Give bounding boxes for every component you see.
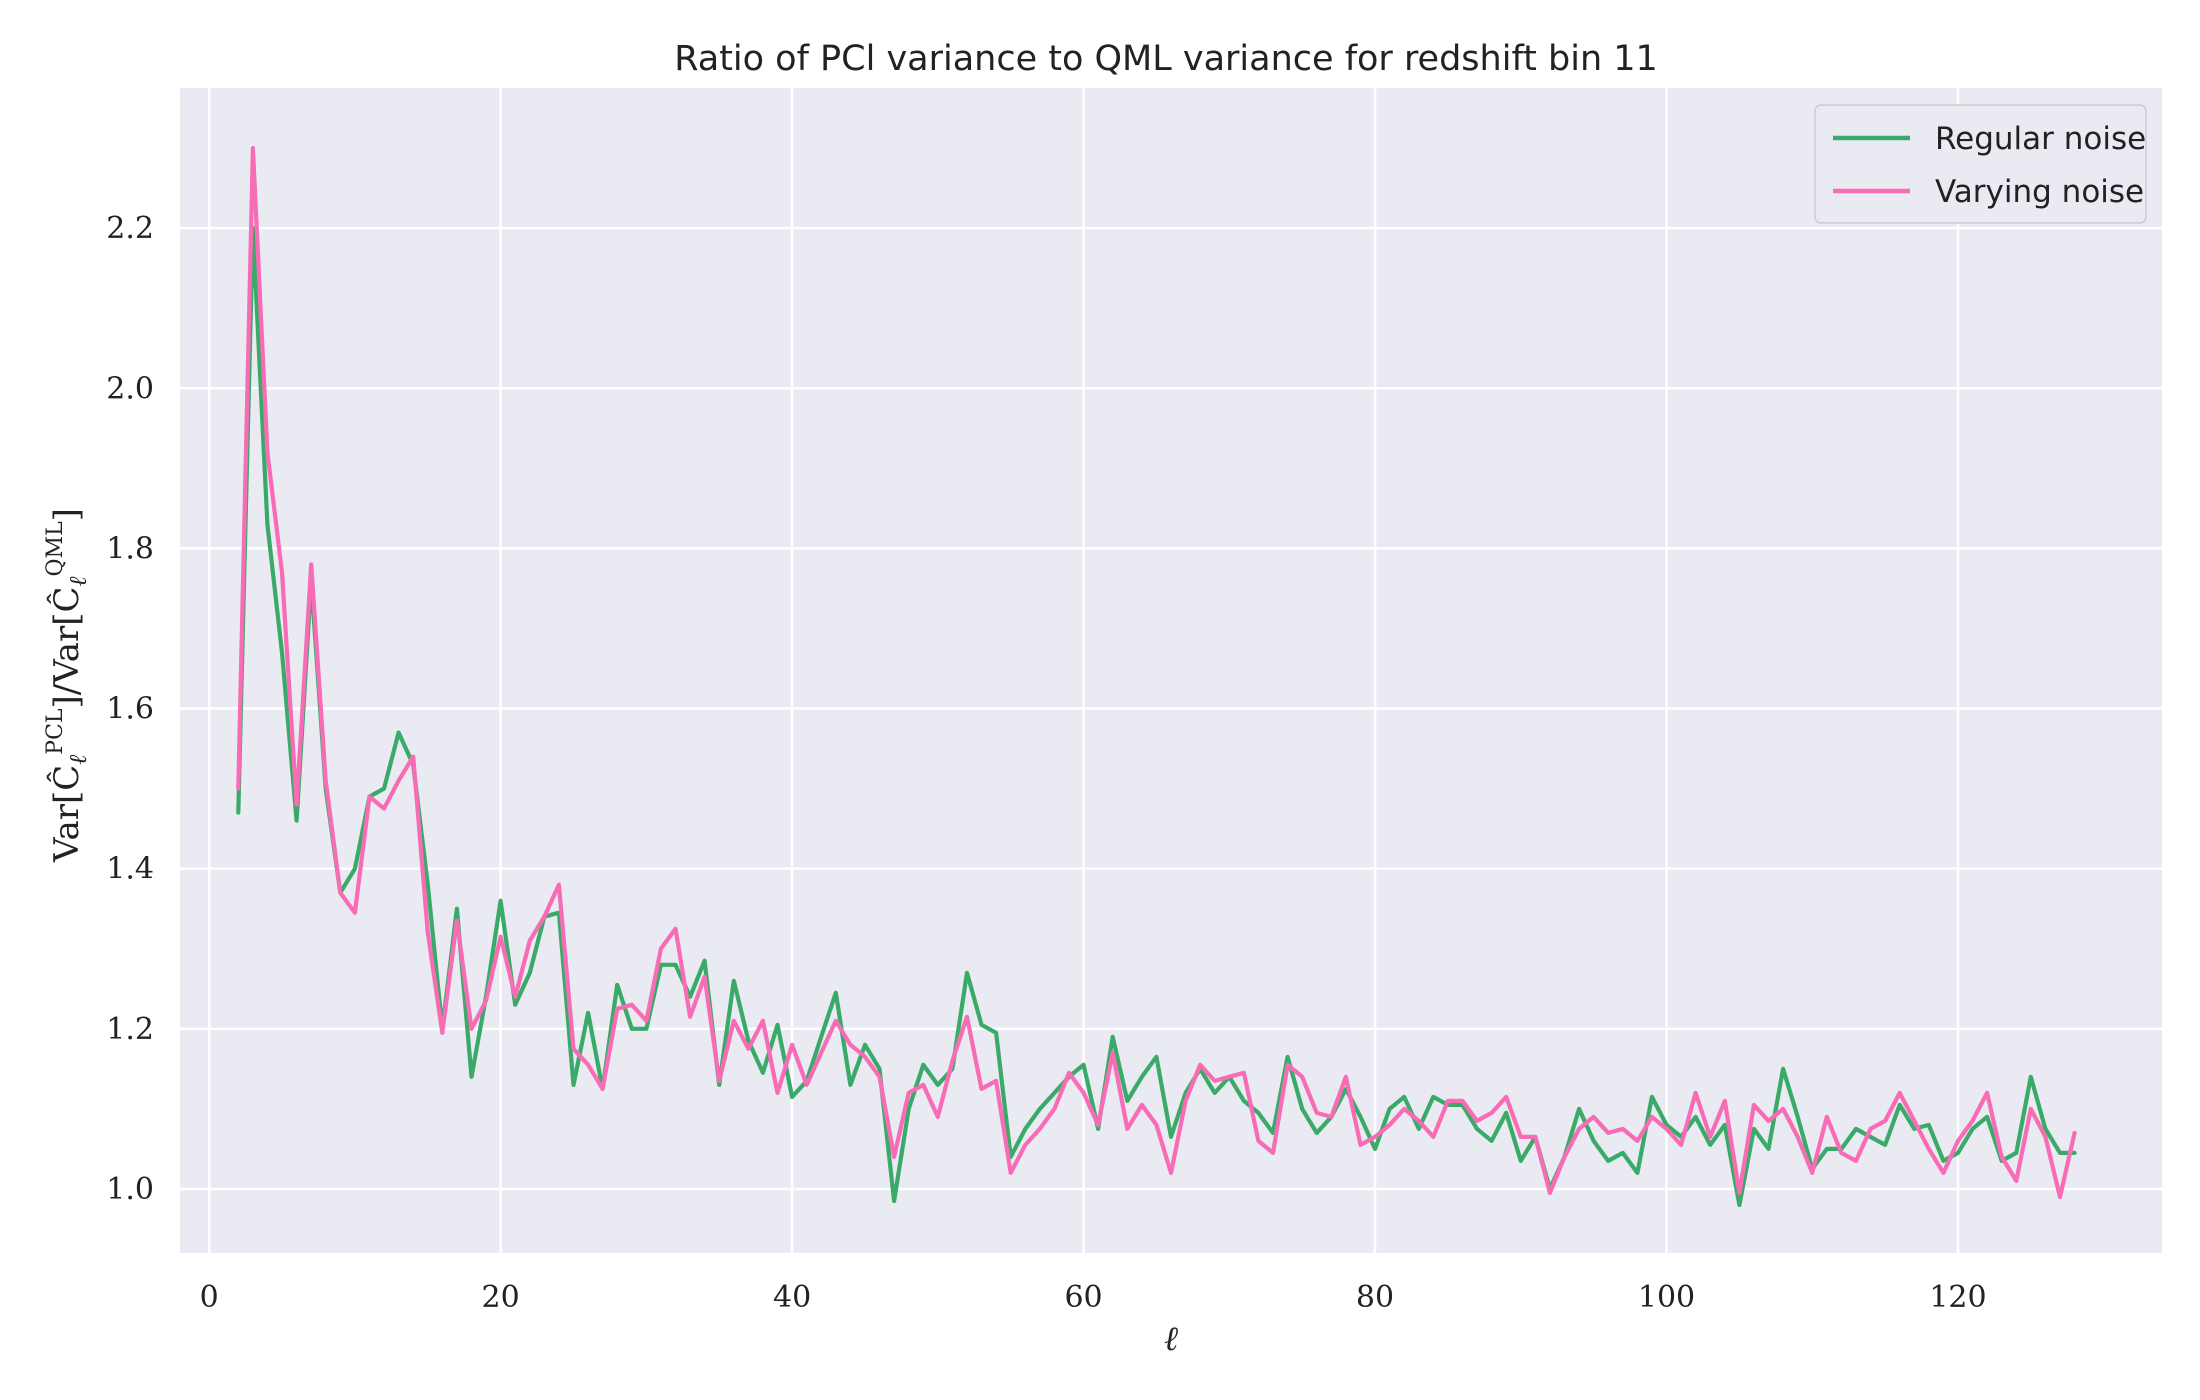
y-label-sub2: ℓ: [64, 576, 92, 586]
x-tick-label: 20: [482, 1280, 520, 1315]
legend-label-regular-noise: Regular noise: [1935, 121, 2146, 157]
y-label-var1: Var[Ĉ: [46, 765, 87, 863]
vertical-gridlines: [207, 88, 1960, 1253]
y-tick-label: 1.6: [106, 692, 154, 727]
horizontal-gridlines: [180, 226, 2162, 1191]
y-tick-label: 1.4: [106, 852, 154, 887]
y-axis-label: Var[ĈℓPCL]/Var[ĈℓQML]: [43, 508, 92, 863]
x-tick-label: 40: [773, 1280, 811, 1315]
legend-label-varying-noise: Varying noise: [1935, 174, 2144, 210]
legend: Regular noise Varying noise: [1814, 104, 2147, 224]
x-tick-labels: 0 20 40 60 80 100 120: [200, 1280, 1987, 1315]
y-label-sub1: ℓ: [64, 755, 92, 765]
y-label-sup2: QML: [43, 521, 68, 577]
x-tick-label: 80: [1356, 1280, 1394, 1315]
legend-box: [1814, 104, 2147, 224]
series-lines: [236, 146, 2077, 1208]
y-tick-label: 2.2: [106, 211, 154, 246]
chart-title: Ratio of PCl variance to QML variance fo…: [674, 39, 1658, 79]
y-label-sup1: PCL: [43, 708, 68, 755]
y-label-end: ]: [47, 508, 87, 521]
y-tick-label: 1.8: [106, 531, 154, 566]
x-axis-label: ℓ: [1164, 1319, 1178, 1359]
series-line-varying-noise: [236, 146, 2077, 1200]
y-tick-label: 2.0: [106, 371, 154, 406]
x-tick-label: 100: [1638, 1280, 1695, 1315]
y-tick-label: 1.0: [106, 1172, 154, 1207]
x-tick-label: 0: [200, 1280, 219, 1315]
plot-area: [180, 88, 2162, 1253]
y-tick-labels: 1.0 1.2 1.4 1.6 1.8 2.0 2.2: [106, 211, 154, 1207]
x-tick-label: 120: [1929, 1280, 1986, 1315]
y-label-mid: ]/Var[Ĉ: [46, 586, 87, 708]
x-tick-label: 60: [1064, 1280, 1102, 1315]
y-tick-label: 1.2: [106, 1012, 154, 1047]
